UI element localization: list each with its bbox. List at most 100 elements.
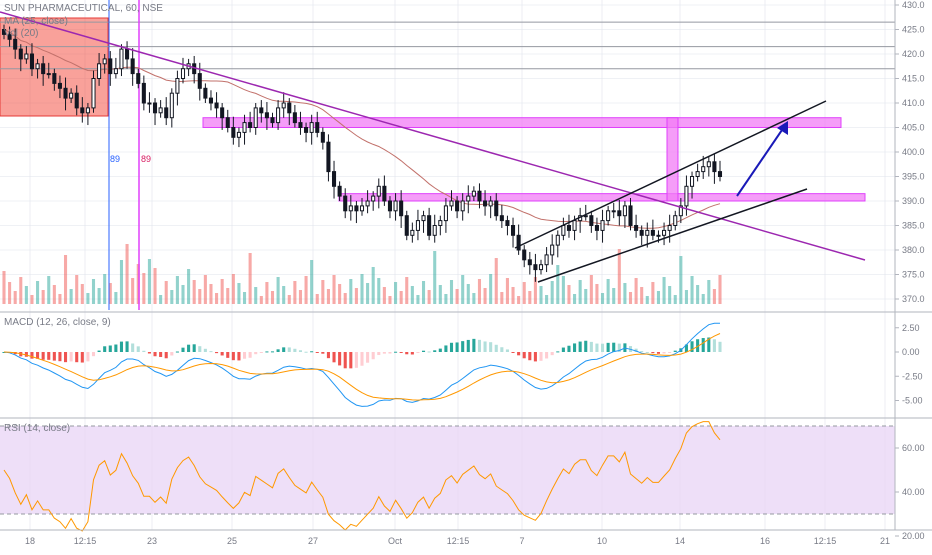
macd-hist-bar [600, 343, 605, 352]
macd-hist-bar [187, 344, 191, 352]
price-tick-label: 405.0 [902, 123, 925, 133]
candle-body [538, 264, 544, 271]
macd-hist-bar [86, 352, 90, 362]
candle-body [175, 78, 180, 94]
candle-body [516, 234, 521, 251]
candle-body [376, 185, 381, 197]
candle-body [52, 73, 57, 84]
rsi-axis[interactable]: 60.00 40.00 20.00 [895, 443, 925, 541]
macd-hist-bar [584, 340, 588, 352]
volume-bar [556, 265, 560, 304]
macd-hist-bar [63, 352, 68, 363]
macd-hist-bar [416, 352, 420, 353]
channel-upper-line[interactable] [514, 100, 827, 249]
candle-body [203, 87, 208, 99]
volume-bar [332, 275, 336, 304]
macd-axis[interactable]: 2.50 0.00 -2.50 -5.00 [895, 323, 923, 406]
volume-bar [651, 282, 655, 304]
candle-body [102, 58, 107, 65]
volume-bar [366, 283, 370, 304]
projection-arrow[interactable] [736, 121, 788, 197]
candle-body [326, 141, 331, 173]
volume-bar [466, 284, 470, 304]
volume-bar [606, 279, 610, 304]
volume-bar [410, 286, 414, 304]
volume-bar [483, 288, 487, 304]
rsi-tick-label: 20.00 [902, 531, 925, 541]
macd-hist-bar [192, 344, 196, 352]
macd-hist-bar [461, 341, 465, 352]
volume-bar [595, 284, 599, 304]
macd-line [3, 322, 720, 407]
volume-bar [421, 281, 426, 304]
macd-hist-bar [276, 349, 280, 352]
volume-bar [147, 259, 151, 304]
macd-hist-bar [142, 350, 146, 352]
candle-body [695, 171, 700, 178]
candle-body [304, 127, 309, 133]
volume-bar [522, 282, 526, 304]
volume-bar [164, 281, 168, 304]
candle-body [354, 205, 359, 212]
volume-bar [573, 294, 577, 304]
macd-hist-bar [215, 352, 219, 354]
candle-body [650, 229, 655, 236]
rsi-tick-label: 40.00 [902, 487, 925, 497]
macd-hist-bar [119, 341, 124, 352]
macd-hist-bar [433, 350, 437, 352]
channel-lower-line[interactable] [537, 188, 808, 283]
candle-body [617, 210, 622, 217]
candle-body [225, 117, 230, 128]
macd-hist-bar [58, 352, 62, 362]
volume-bar [97, 288, 101, 304]
candle-body [712, 161, 717, 173]
macd-hist-bar [517, 352, 521, 356]
macd-hist-bar [701, 338, 705, 352]
time-axis[interactable]: 18 12:15 23 25 27 Oct 12:15 7 10 14 16 12:15 21 [25, 536, 890, 546]
rsi-pane[interactable]: RSI (14, close) 60.00 40.00 20.00 [0, 421, 925, 541]
volume-bar [265, 282, 269, 304]
volume-bar [628, 292, 633, 304]
price-tick-label: 400.0 [902, 147, 925, 157]
volume-bar [517, 296, 521, 304]
time-tick-label: 18 [25, 536, 35, 546]
volume-bar [142, 273, 146, 304]
price-pane[interactable]: 89 89 SUN PHARMACEUTICAL, 60, NSE MA (25… [0, 0, 925, 310]
candle-body [147, 102, 152, 105]
candle-body [399, 200, 404, 217]
macd-hist-bar [147, 352, 151, 354]
candle-body [85, 107, 90, 114]
candle-body [41, 63, 46, 75]
volume-bar [500, 292, 504, 304]
legend-macd: MACD (12, 26, close, 9) [4, 317, 111, 328]
candle-body [276, 107, 281, 124]
candle-body [164, 107, 169, 119]
price-axis[interactable]: 430.0 425.0 420.0 415.0 410.0 405.0 400.0 395.0… [895, 0, 925, 304]
macd-hist-bar [696, 339, 700, 352]
macd-hist-bar [332, 352, 336, 363]
macd-hist-bar [293, 348, 297, 352]
volume-bar [24, 286, 28, 304]
legend-rsi: RSI (14, close) [4, 423, 70, 434]
macd-pane[interactable]: MACD (12, 26, close, 9) 2.50 0.00 -2.50 -5.… [2, 317, 923, 407]
macd-hist-bar [438, 348, 442, 352]
volume-bar [617, 249, 621, 304]
macd-hist-bar [242, 352, 247, 359]
time-tick-label: 16 [760, 536, 770, 546]
candle-body [331, 171, 337, 187]
volume-bar [578, 280, 582, 304]
volume-bar [354, 288, 358, 304]
candle-body [634, 225, 639, 231]
time-tick-label: 10 [597, 536, 607, 546]
volume-bar [315, 294, 319, 304]
candle-body [544, 254, 549, 266]
volume-bar [461, 275, 465, 304]
volume-bar [75, 275, 79, 304]
volume-bar [282, 286, 286, 304]
candle-body [298, 122, 303, 128]
candle-body [415, 220, 420, 231]
time-tick-label: 7 [519, 536, 524, 546]
price-tick-label: 370.0 [902, 294, 925, 304]
